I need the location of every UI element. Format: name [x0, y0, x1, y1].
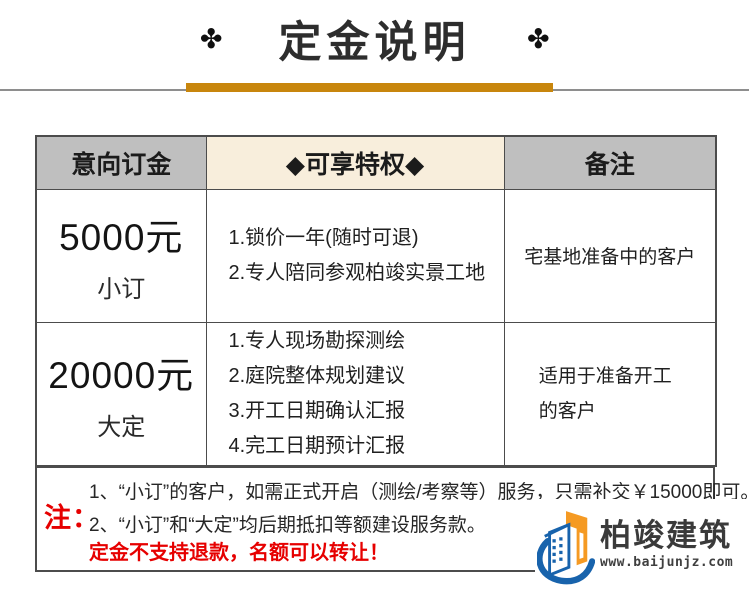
small-deposit-amount: 5000元	[59, 217, 184, 258]
large-deposit-privileges: 1.专人现场勘探测绘 2.庭院整体规划建议 3.开工日期确认汇报 4.完工日期预…	[205, 321, 505, 466]
remark-text: 宅基地准备中的客户	[524, 247, 696, 268]
table-row-small-deposit: 5000元 小订 1.锁价一年(随时可退) 2.专人陪同参观柏竣实景工地 宅基地…	[35, 188, 717, 323]
title-ornament-left-icon: ✤	[199, 23, 223, 54]
title-ornament-right-icon: ✤	[526, 23, 550, 54]
page-title: 定金说明	[278, 19, 471, 67]
building-logo-icon	[536, 505, 596, 585]
large-deposit-cell: 20000元 大定	[35, 321, 207, 466]
note-list: 1、“小订”的客户，如需正式开启（测绘/考察等）服务，只需补交￥15000即可。…	[89, 476, 749, 542]
small-deposit-cell: 5000元 小订	[35, 188, 207, 323]
logo-text-block: 柏竣建筑 www.baijunjz.com	[600, 517, 734, 571]
note-label: 注：	[44, 503, 100, 533]
table-row-large-deposit: 20000元 大定 1.专人现场勘探测绘 2.庭院整体规划建议 3.开工日期确认…	[35, 321, 717, 466]
small-deposit-type: 小订	[97, 276, 146, 303]
small-deposit-privileges: 1.锁价一年(随时可退) 2.专人陪同参观柏竣实景工地	[205, 188, 505, 323]
header-deposit-intent: 意向订金	[35, 135, 207, 190]
large-deposit-remark: 适用于准备开工的客户	[503, 321, 717, 466]
remark-text: 适用于准备开工的客户	[538, 365, 672, 422]
table-header-row: 意向订金 ◆可享特权◆ 备注	[35, 135, 717, 190]
note-item: 2、“小订”和“大定”均后期抵扣等额建设服务款。	[89, 515, 486, 536]
page-header: ✤ 定金说明 ✤	[0, 8, 749, 70]
privilege-item: 4.完工日期预计汇报	[228, 434, 406, 457]
deposit-table: 意向订金 ◆可享特权◆ 备注 5000元 小订 1.锁价一年(随时可退) 2.专…	[35, 135, 717, 467]
note-warning: 定金不支持退款，名额可以转让！	[89, 542, 389, 564]
large-deposit-amount: 20000元	[48, 355, 195, 396]
header-remark: 备注	[503, 135, 717, 190]
privilege-item: 2.庭院整体规划建议	[228, 364, 406, 387]
privilege-item: 1.专人现场勘探测绘	[228, 329, 406, 352]
large-deposit-type: 大定	[97, 414, 146, 441]
small-deposit-remark: 宅基地准备中的客户	[503, 188, 717, 323]
company-name: 柏竣建筑	[600, 517, 732, 553]
privilege-item: 3.开工日期确认汇报	[228, 399, 406, 422]
header-privileges: ◆可享特权◆	[205, 135, 505, 190]
title-gold-underline	[186, 83, 553, 92]
company-website: www.baijunjz.com	[600, 555, 734, 571]
privilege-item: 1.锁价一年(随时可退)	[228, 226, 419, 249]
company-logo: 柏竣建筑 www.baijunjz.com	[535, 499, 749, 591]
privilege-item: 2.专人陪同参观柏竣实景工地	[228, 261, 486, 284]
note-item: 1、“小订”的客户，如需正式开启（测绘/考察等）服务，只需补交￥15000即可。	[89, 482, 749, 503]
